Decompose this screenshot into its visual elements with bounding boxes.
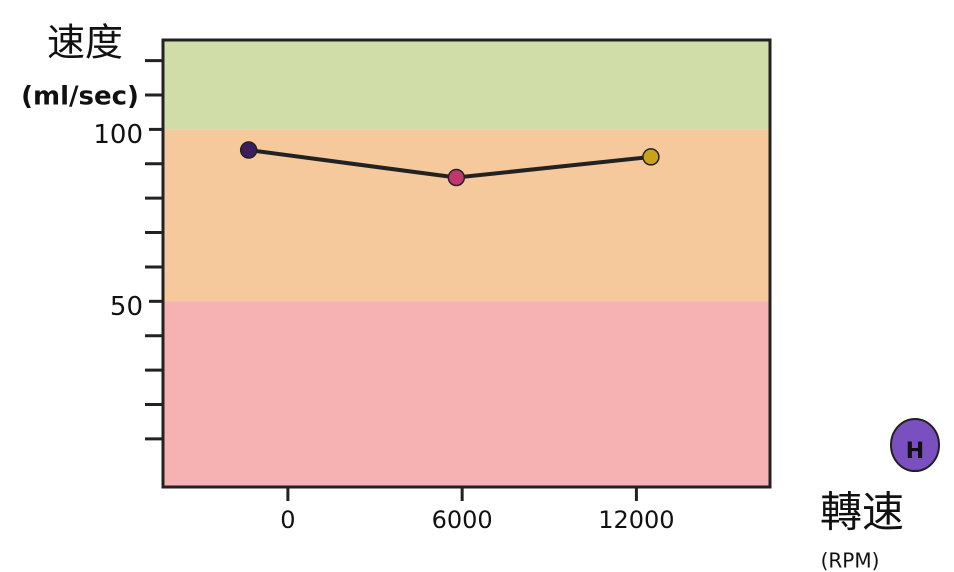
badge-icon (890, 418, 940, 472)
band (163, 129, 770, 302)
data-point (239, 141, 258, 159)
x-axis-unit: (RPM) (821, 549, 880, 572)
x-axis-label: 轉速 (820, 488, 904, 537)
x-tick-label: 0 (280, 506, 295, 534)
x-tick-label: 6000 (432, 506, 493, 534)
badge-text: H (906, 439, 924, 464)
data-point (447, 168, 466, 187)
y-tick-label: 50 (110, 292, 143, 322)
plot-frame (161, 38, 772, 489)
data-point (642, 148, 660, 166)
band (163, 301, 770, 487)
y-tick-label: 100 (93, 120, 143, 150)
bands (163, 40, 770, 487)
y-axis-label: 速度 (47, 21, 123, 65)
x-tick-label: 12000 (598, 506, 674, 534)
y-axis-unit: (ml/sec) (21, 82, 139, 112)
band (163, 40, 770, 130)
